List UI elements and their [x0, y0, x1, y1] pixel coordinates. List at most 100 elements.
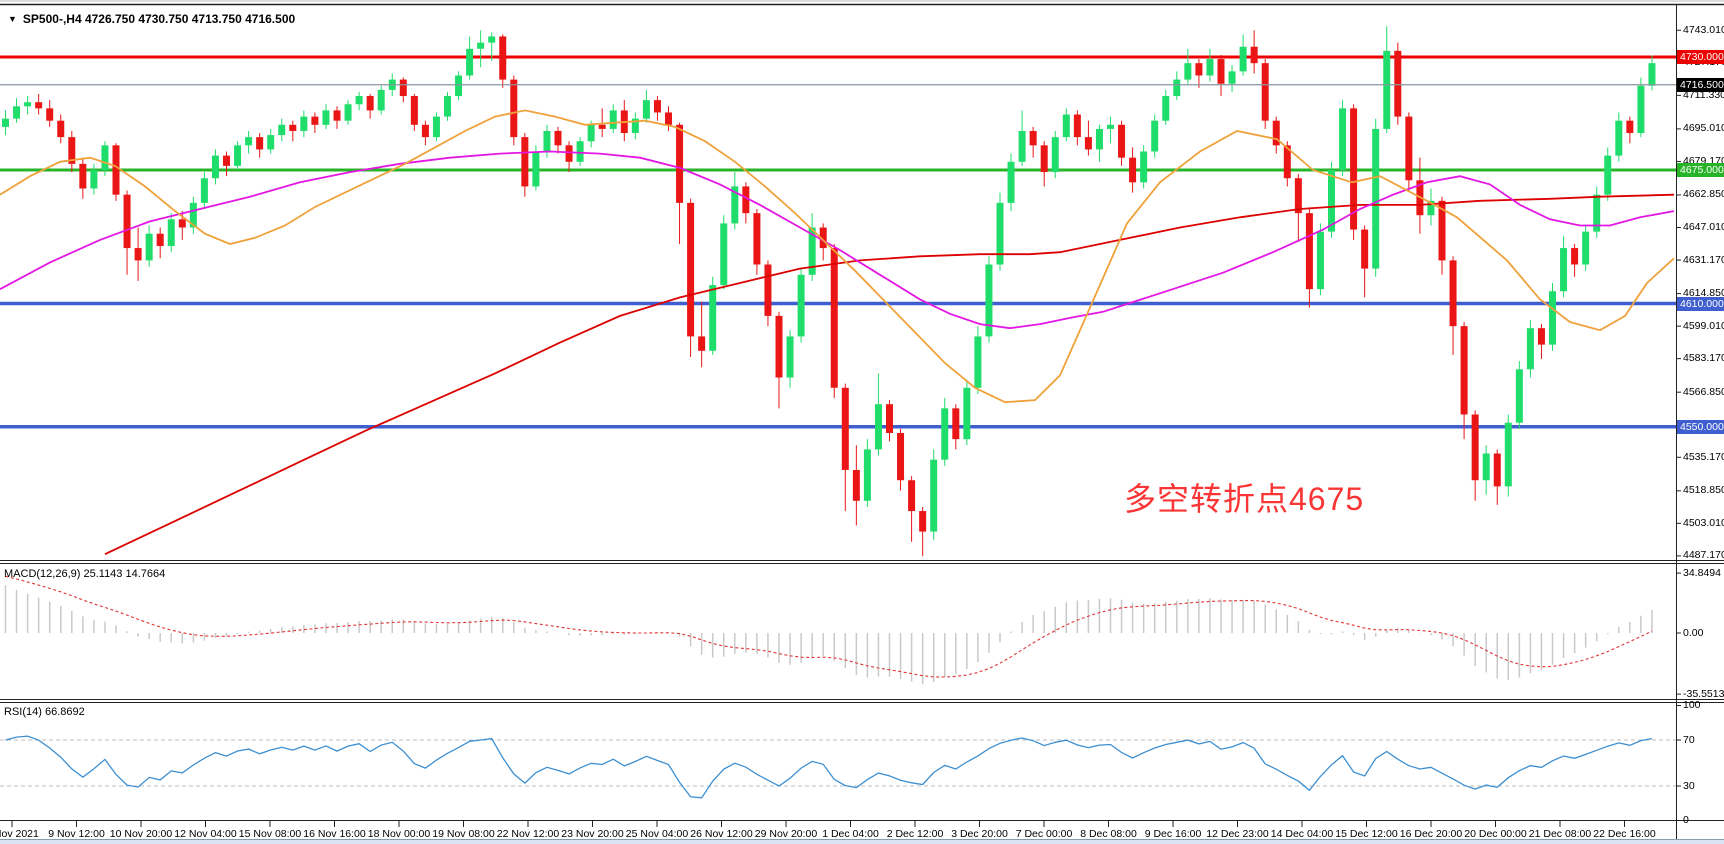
candle-body: [1427, 200, 1435, 216]
candle-body: [698, 336, 706, 351]
candle-body: [930, 459, 938, 532]
candle-body: [1482, 453, 1490, 481]
candle-body: [1648, 63, 1656, 86]
candle-body: [1051, 137, 1059, 173]
candle-body: [1217, 59, 1225, 84]
candle-body: [123, 194, 131, 249]
candle-body: [852, 469, 860, 501]
candle-body: [1582, 231, 1590, 265]
candle-body: [1261, 63, 1269, 121]
candle-body: [532, 151, 540, 187]
slow-ma-line: [104, 193, 1675, 556]
candle-body: [598, 124, 606, 129]
candle-body: [1018, 130, 1026, 162]
candle-body: [1604, 155, 1612, 195]
candle-body: [289, 124, 297, 131]
time-axis[interactable]: [0, 821, 1676, 839]
candle-body: [1637, 85, 1645, 134]
candle-body: [234, 145, 242, 166]
candle-body: [974, 336, 982, 388]
candle-body: [1029, 130, 1037, 146]
candle-body: [863, 449, 871, 501]
candle-body: [1283, 145, 1291, 179]
candle-body: [2, 118, 9, 127]
candle-body: [1040, 145, 1048, 173]
candle-body: [278, 124, 286, 136]
candle-body: [609, 110, 617, 129]
candle-body: [1162, 96, 1170, 121]
candle-body: [1394, 50, 1402, 117]
candle-body: [797, 274, 805, 337]
candle-body: [410, 96, 418, 125]
candle-body: [1107, 124, 1114, 129]
candle-body: [366, 96, 374, 111]
candle-body: [1339, 108, 1347, 170]
candle-body: [145, 233, 153, 261]
candle-body: [1184, 63, 1192, 80]
candle-body: [1615, 120, 1623, 156]
candle-body: [156, 233, 164, 247]
candle-body: [886, 404, 893, 433]
price-axis[interactable]: [1677, 5, 1724, 839]
candle-body: [1173, 79, 1181, 97]
candle-body: [676, 124, 684, 203]
candle-body: [952, 408, 960, 440]
candle-body: [841, 387, 849, 470]
candle-body: [1316, 231, 1324, 290]
candle-body: [830, 248, 838, 388]
candle-body: [1593, 194, 1601, 232]
candle-body: [333, 110, 341, 121]
candle-body: [709, 285, 717, 351]
candle-body: [57, 120, 65, 138]
candle-body: [1350, 108, 1358, 230]
candle-body: [46, 108, 54, 121]
candle-body: [687, 202, 695, 337]
candle-body: [1195, 63, 1203, 76]
candle-body: [996, 202, 1004, 265]
candle-body: [642, 100, 650, 119]
candle-body: [1449, 260, 1457, 327]
candle-body: [1515, 369, 1523, 423]
candle-body: [742, 186, 750, 214]
candle-body: [444, 96, 451, 117]
candle-body: [1272, 120, 1280, 146]
candle-body: [167, 219, 175, 247]
candle-body: [874, 404, 882, 450]
candle-body: [1526, 328, 1534, 370]
candle-body: [1129, 157, 1137, 183]
candle-body: [775, 315, 783, 378]
candle-body: [1250, 46, 1258, 64]
candle-body: [1361, 229, 1369, 269]
candle-body: [267, 135, 275, 150]
candle-body: [1328, 169, 1335, 232]
candle-body: [764, 264, 772, 316]
candle-body: [510, 79, 518, 138]
candle-body: [256, 137, 264, 150]
candle-body: [178, 219, 186, 228]
bottom-scroll-strip: [0, 840, 1724, 844]
candle-body: [897, 432, 905, 481]
candle-body: [1493, 453, 1501, 487]
candle-body: [101, 145, 109, 170]
candle-body: [421, 124, 429, 138]
candle-body: [1405, 116, 1413, 181]
candle-body: [1062, 114, 1070, 138]
candle-body: [134, 248, 142, 261]
fast-ma-line: [0, 109, 1675, 404]
candle-body: [377, 89, 385, 111]
candle-body: [1471, 414, 1479, 481]
candle-body: [1073, 114, 1081, 138]
candle-body: [543, 130, 551, 152]
candle-body: [200, 178, 208, 203]
candle-body: [1007, 161, 1015, 203]
candle-body: [908, 480, 916, 512]
candle-body: [1140, 151, 1148, 183]
candle-body: [1084, 137, 1092, 150]
candle-body: [731, 186, 739, 224]
candle-body: [819, 227, 827, 249]
candle-body: [211, 155, 219, 179]
candle-body: [753, 213, 761, 265]
candle-body: [941, 408, 949, 460]
